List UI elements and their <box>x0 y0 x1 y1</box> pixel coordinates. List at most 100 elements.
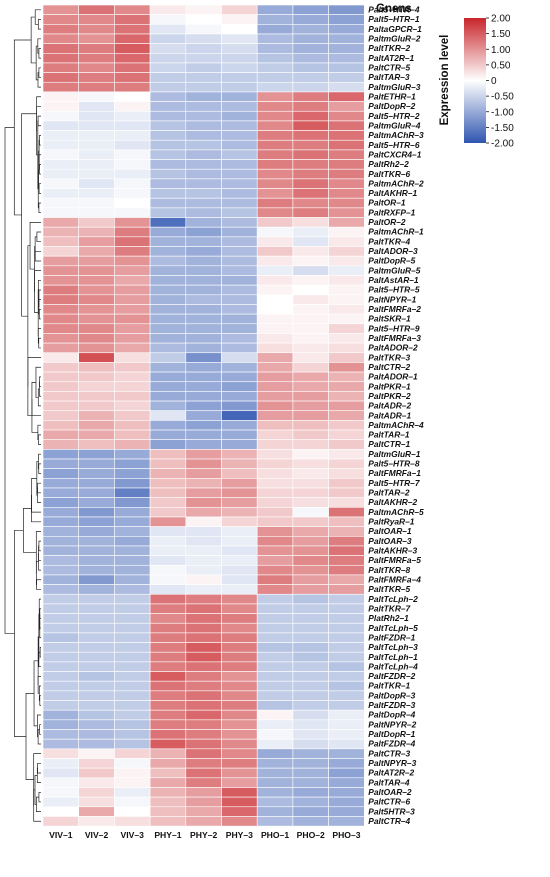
row-label: PaltOAR–1 <box>368 526 412 536</box>
heatmap-cell <box>256 197 294 209</box>
heatmap-cell <box>292 574 329 585</box>
heatmap-cell <box>292 709 329 721</box>
heatmap-cell <box>221 661 258 672</box>
heatmap-cell <box>221 777 258 788</box>
heatmap-cell <box>221 767 258 779</box>
heatmap-cell <box>78 226 115 238</box>
heatmap-cell <box>114 178 151 189</box>
heatmap-cell <box>78 729 115 740</box>
dendrogram-branch <box>34 246 36 292</box>
heatmap-cell <box>292 362 329 373</box>
row-label: PaltTcLph–3 <box>368 642 418 652</box>
heatmap-cell <box>292 342 329 354</box>
heatmap-cell <box>114 149 151 160</box>
row-label: PaltOAR–2 <box>368 787 412 797</box>
row-label: PaltRh2–2 <box>368 159 409 169</box>
heatmap-cell <box>256 661 294 672</box>
heatmap-cell <box>292 758 329 769</box>
dendrogram-branch <box>38 183 41 194</box>
heatmap-cell <box>78 275 115 286</box>
heatmap-cell <box>149 680 187 692</box>
heatmap-cell <box>328 120 365 131</box>
heatmap-cell <box>221 709 258 721</box>
heatmap-cell <box>114 342 151 354</box>
dendrogram-branch <box>38 540 41 552</box>
heatmap-cell <box>78 81 115 93</box>
dendrogram-branch <box>37 19 41 30</box>
row-label: PaltAKHR–2 <box>368 497 417 507</box>
heatmap-cell <box>114 593 151 605</box>
heatmap-cell <box>221 323 258 334</box>
heatmap-cell <box>256 188 294 199</box>
heatmap-cell <box>149 226 187 238</box>
heatmap-cell <box>292 139 329 151</box>
heatmap-cell <box>256 149 294 160</box>
heatmap-cell <box>149 806 187 817</box>
heatmap-cell <box>42 526 80 537</box>
heatmap-cell <box>78 410 115 421</box>
heatmap-cell <box>292 690 329 701</box>
heatmap-cell <box>114 159 151 170</box>
heatmap-cell <box>256 313 294 325</box>
heatmap-cell <box>328 284 365 296</box>
heatmap-cell <box>221 748 258 759</box>
heatmap-cell <box>328 767 365 779</box>
heatmap-cell <box>42 4 80 15</box>
heatmap-cell <box>221 487 258 498</box>
heatmap-cell <box>42 284 80 296</box>
heatmap-cell <box>114 352 151 363</box>
heatmap-cell <box>328 149 365 160</box>
heatmap-cell <box>42 217 80 228</box>
heatmap-cell <box>185 709 222 721</box>
heatmap-cell <box>78 130 115 141</box>
heatmap-cell <box>328 381 365 392</box>
heatmap-cell <box>78 661 115 672</box>
heatmap-cell <box>292 62 329 73</box>
heatmap-cell <box>256 110 294 122</box>
heatmap-cell <box>328 188 365 199</box>
dendrogram-branch <box>14 530 27 737</box>
heatmap-cell <box>149 197 187 209</box>
heatmap-cell <box>78 796 115 808</box>
heatmap-cell <box>149 651 187 663</box>
dendrogram-branch <box>38 463 41 474</box>
heatmap-cell <box>78 719 115 730</box>
heatmap-cell <box>149 168 187 180</box>
heatmap-cell <box>292 159 329 170</box>
heatmap-cell <box>256 651 294 663</box>
heatmap-cell <box>149 139 187 151</box>
heatmap-cell <box>149 313 187 325</box>
heatmap-cell <box>292 188 329 199</box>
dendrogram-branch <box>38 154 41 170</box>
heatmap-cell <box>328 671 365 682</box>
heatmap-cell <box>221 651 258 663</box>
heatmap-cell <box>256 564 294 576</box>
heatmap-cell <box>185 439 222 450</box>
heatmap-cell <box>78 110 115 122</box>
heatmap-cell <box>185 284 222 296</box>
heatmap-cell <box>185 101 222 112</box>
heatmap-cell <box>256 14 294 25</box>
heatmap-cell <box>221 236 258 247</box>
heatmap-cell <box>328 217 365 228</box>
heatmap-cell <box>185 197 222 209</box>
heatmap-cell <box>185 391 222 402</box>
heatmap-cell <box>114 52 151 64</box>
heatmap-cell <box>42 690 80 701</box>
row-label: PaltFMRFa–1 <box>368 468 421 478</box>
heatmap-cell <box>221 14 258 25</box>
heatmap-cell <box>149 342 187 354</box>
heatmap-cell <box>149 207 187 218</box>
dendrogram-branch <box>37 424 41 441</box>
heatmap-cell <box>256 33 294 44</box>
heatmap-cell <box>256 352 294 363</box>
heatmap-cell <box>78 468 115 479</box>
heatmap-cell <box>185 593 222 605</box>
heatmap-cell <box>185 487 222 498</box>
heatmap-cell <box>149 690 187 701</box>
column-label: PHO–3 <box>332 830 360 840</box>
row-label: PaltADOR–3 <box>368 246 418 256</box>
heatmap-cell <box>78 24 115 35</box>
heatmap-cell <box>221 207 258 218</box>
heatmap-cell <box>256 91 294 102</box>
